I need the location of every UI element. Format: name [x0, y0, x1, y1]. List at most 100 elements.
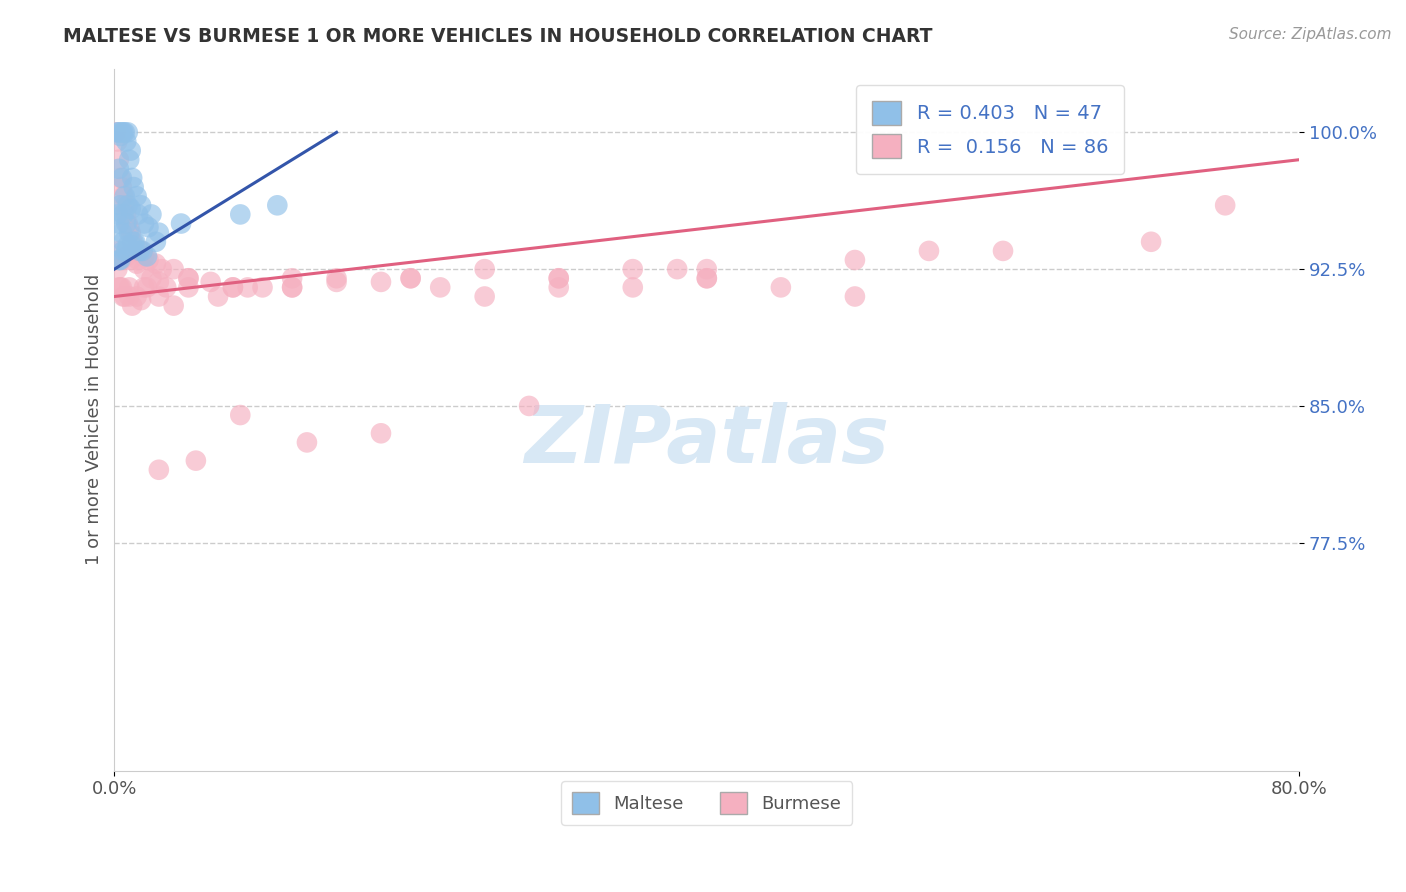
Point — [110, 170, 132, 185]
Point — [125, 257, 148, 271]
Text: Source: ZipAtlas.com: Source: ZipAtlas.com — [1229, 27, 1392, 42]
Point — [229, 207, 252, 221]
Point — [112, 125, 135, 139]
Point — [1140, 235, 1163, 249]
Point — [105, 135, 128, 149]
Point — [207, 289, 229, 303]
Point — [121, 299, 143, 313]
Point — [117, 238, 139, 252]
Point — [281, 271, 304, 285]
Point — [295, 435, 318, 450]
Point — [115, 207, 138, 221]
Point — [177, 280, 200, 294]
Point — [128, 244, 150, 258]
Point — [122, 235, 145, 249]
Point — [150, 262, 173, 277]
Point — [111, 180, 134, 194]
Point — [547, 271, 569, 285]
Point — [108, 253, 131, 268]
Point — [105, 125, 128, 139]
Point — [117, 125, 139, 139]
Point — [517, 399, 540, 413]
Point — [266, 198, 288, 212]
Point — [1213, 198, 1236, 212]
Point — [145, 235, 167, 249]
Point — [111, 253, 134, 268]
Point — [281, 280, 304, 294]
Point — [184, 453, 207, 467]
Point — [129, 293, 152, 307]
Point — [429, 280, 451, 294]
Point — [132, 217, 155, 231]
Point — [132, 280, 155, 294]
Point — [547, 271, 569, 285]
Point — [108, 153, 131, 167]
Point — [370, 275, 392, 289]
Point — [112, 189, 135, 203]
Point — [666, 262, 689, 277]
Point — [115, 244, 138, 258]
Point — [108, 217, 131, 231]
Point — [177, 271, 200, 285]
Point — [621, 262, 644, 277]
Point — [474, 262, 496, 277]
Legend: Maltese, Burmese: Maltese, Burmese — [561, 781, 852, 825]
Point — [370, 426, 392, 441]
Point — [148, 289, 170, 303]
Point — [115, 249, 138, 263]
Point — [104, 125, 127, 139]
Point — [112, 235, 135, 249]
Point — [132, 262, 155, 277]
Point — [120, 144, 142, 158]
Point — [108, 244, 131, 258]
Point — [111, 280, 134, 294]
Text: ZIPatlas: ZIPatlas — [524, 401, 890, 480]
Point — [111, 226, 134, 240]
Point — [474, 289, 496, 303]
Point — [145, 257, 167, 271]
Point — [108, 125, 131, 139]
Point — [136, 280, 159, 294]
Point — [114, 125, 136, 139]
Point — [111, 170, 134, 185]
Point — [110, 280, 132, 294]
Point — [621, 280, 644, 294]
Point — [138, 220, 160, 235]
Point — [110, 253, 132, 268]
Point — [918, 244, 941, 258]
Point — [105, 262, 128, 277]
Point — [111, 125, 134, 139]
Point — [141, 271, 163, 285]
Point — [844, 253, 866, 268]
Point — [170, 217, 193, 231]
Point — [200, 275, 222, 289]
Point — [252, 280, 274, 294]
Point — [148, 275, 170, 289]
Point — [229, 408, 252, 422]
Point — [121, 170, 143, 185]
Point — [118, 153, 141, 167]
Point — [114, 198, 136, 212]
Point — [124, 244, 146, 258]
Point — [138, 253, 160, 268]
Point — [547, 280, 569, 294]
Point — [120, 253, 142, 268]
Point — [114, 189, 136, 203]
Point — [399, 271, 422, 285]
Y-axis label: 1 or more Vehicles in Household: 1 or more Vehicles in Household — [86, 274, 103, 566]
Point — [325, 275, 347, 289]
Point — [120, 226, 142, 240]
Point — [117, 198, 139, 212]
Point — [120, 202, 142, 216]
Point — [121, 235, 143, 249]
Point — [132, 249, 155, 263]
Point — [114, 289, 136, 303]
Point — [696, 271, 718, 285]
Point — [108, 280, 131, 294]
Point — [125, 189, 148, 203]
Point — [118, 280, 141, 294]
Point — [108, 161, 131, 176]
Point — [136, 249, 159, 263]
Point — [110, 198, 132, 212]
Point — [222, 280, 245, 294]
